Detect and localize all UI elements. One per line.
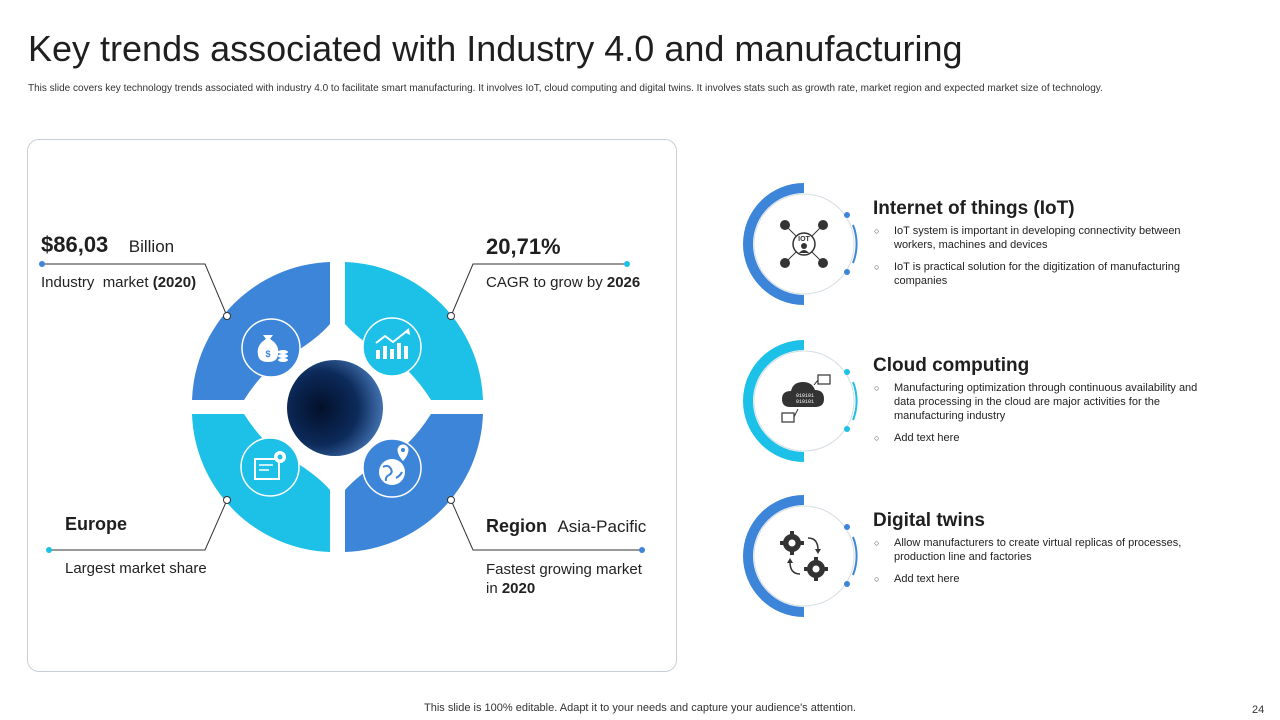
connector-market-size <box>42 263 228 317</box>
page-number: 24 <box>1252 704 1265 716</box>
connector-region <box>450 499 642 551</box>
list-item: Add text here <box>873 572 1218 586</box>
money-bag-icon: $ <box>241 318 301 378</box>
feature-digital-twins: Digital twins Allow manufacturers to cre… <box>740 492 1260 622</box>
svg-text:010101: 010101 <box>796 399 814 405</box>
stat-market-size-value: $86,03 <box>41 232 109 257</box>
list-item: Manufacturing optimization through conti… <box>873 381 1218 423</box>
stat-market-size: $86,03 Billion <box>41 232 174 258</box>
growth-chart-icon <box>362 317 422 377</box>
globe-location-icon <box>362 438 422 498</box>
footer-note: This slide is 100% editable. Adapt it to… <box>424 702 856 714</box>
stat-europe-desc: Largest market share <box>65 560 207 577</box>
connector-cagr <box>450 263 627 317</box>
stat-market-size-unit: Billion <box>128 237 175 256</box>
stat-cagr-value: 20,71% <box>486 234 561 259</box>
list-item: Add text here <box>873 431 1218 445</box>
digital-twins-ring <box>743 495 858 617</box>
feature-cloud-title: Cloud computing <box>873 355 1030 376</box>
feature-digital-twins-bullets: Allow manufacturers to create virtual re… <box>873 536 1218 594</box>
page-title: Key trends associated with Industry 4.0 … <box>28 28 963 69</box>
svg-text:010101: 010101 <box>796 393 814 399</box>
feature-iot-title: Internet of things (IoT) <box>873 198 1075 219</box>
stat-region: Region Asia-Pacific <box>486 516 646 537</box>
connector-europe <box>49 499 228 551</box>
stat-region-value: Asia-Pacific <box>557 517 647 536</box>
list-item: IoT is practical solution for the digiti… <box>873 260 1218 288</box>
svg-text:IOT: IOT <box>798 236 810 243</box>
blueprint-gear-icon <box>240 437 300 497</box>
stat-europe-value: Europe <box>65 514 128 534</box>
feature-digital-twins-title: Digital twins <box>873 510 985 531</box>
stat-region-desc: Fastest growing market in 2020 <box>486 561 642 597</box>
page-subtitle: This slide covers key technology trends … <box>28 83 1103 94</box>
feature-iot: IOT Internet of things (IoT) IoT system … <box>740 180 1260 310</box>
stat-cagr-desc: CAGR to grow by 2026 <box>486 274 641 291</box>
feature-cloud-bullets: Manufacturing optimization through conti… <box>873 381 1218 453</box>
list-item: IoT system is important in developing co… <box>873 224 1218 252</box>
feature-cloud: 010101 010101 Cloud computing Manufactur… <box>740 337 1260 467</box>
donut-center <box>287 360 383 456</box>
gears-sync-icon <box>780 531 828 581</box>
donut-diagram: $ <box>39 261 645 553</box>
svg-text:$: $ <box>265 349 270 359</box>
stat-market-size-desc: Industry market (2020) <box>41 274 197 291</box>
iot-network-icon: IOT <box>780 220 828 268</box>
stat-region-label: Region <box>486 516 547 536</box>
cloud-computing-icon: 010101 010101 <box>781 374 831 423</box>
feature-iot-bullets: IoT system is important in developing co… <box>873 224 1218 296</box>
list-item: Allow manufacturers to create virtual re… <box>873 536 1218 564</box>
